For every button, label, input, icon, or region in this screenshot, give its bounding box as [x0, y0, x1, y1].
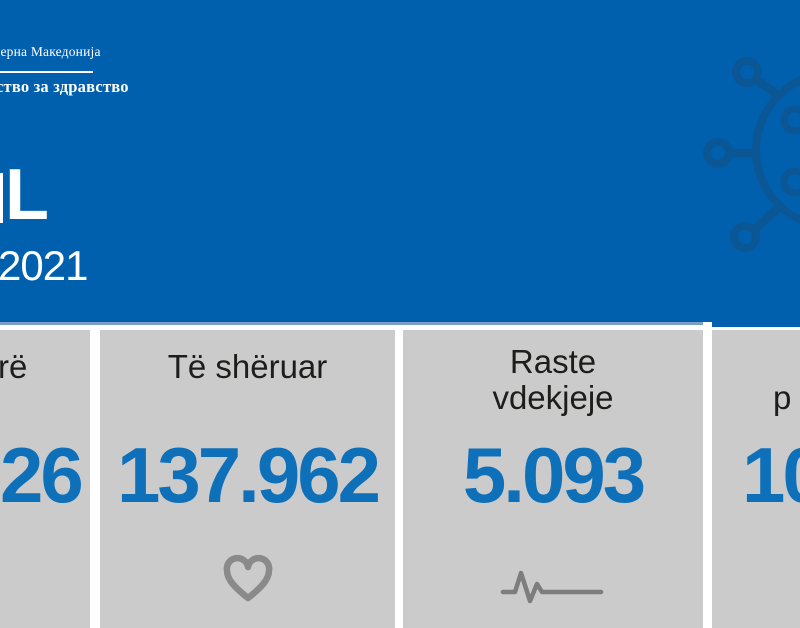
- coronavirus-icon: [703, 57, 800, 252]
- label-line-1: Raste: [509, 343, 597, 380]
- logo-ministry-text: ство за здравство: [0, 77, 129, 96]
- stat-card-label: Të shëruar: [167, 348, 328, 385]
- header: верна Македонија ство за здравство L 202…: [0, 0, 800, 322]
- label-line-2: vdekjeje: [492, 379, 614, 416]
- logo-country-text: верна Македонија: [0, 44, 101, 59]
- stat-card-clipped-right: p 10: [712, 330, 800, 628]
- stat-card-value: 137.962: [117, 431, 381, 519]
- stat-card-value: 5.093: [462, 431, 646, 519]
- header-bottom-right-extension: [712, 322, 800, 327]
- stat-card-label: p: [773, 379, 792, 416]
- stat-card-recovered: Të shëruar 137.962: [100, 330, 395, 628]
- headline-letter-sliver: [0, 173, 3, 223]
- stat-card-clipped-left: rë 26: [0, 330, 90, 628]
- headline-date-fragment: 2021: [0, 242, 88, 289]
- stat-card-value: 10: [742, 431, 800, 519]
- stat-card-label: Raste vdekjeje: [403, 344, 703, 416]
- stat-card-value: 26: [0, 431, 84, 519]
- headline-month-fragment: L: [5, 155, 49, 235]
- stat-card-deaths: Raste vdekjeje 5.093: [403, 330, 703, 628]
- header-bottom-accent-line: [0, 322, 703, 325]
- logo-divider-line: [0, 71, 93, 73]
- stat-card-label: rë: [0, 348, 28, 385]
- heartbeat-flatline-icon: [499, 566, 607, 609]
- heart-icon: [221, 554, 275, 609]
